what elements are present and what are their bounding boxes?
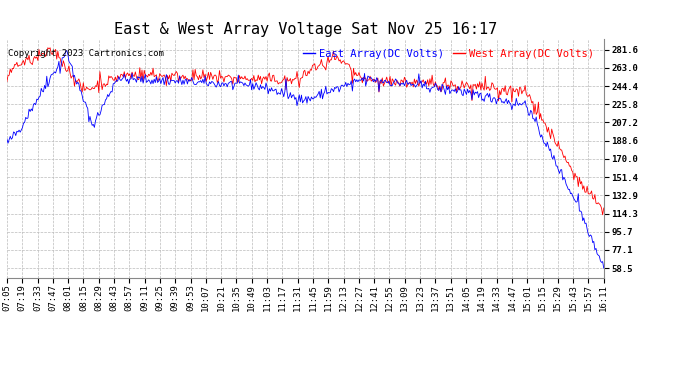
Legend: East Array(DC Volts), West Array(DC Volts): East Array(DC Volts), West Array(DC Volt… [299,45,598,63]
Text: Copyright 2023 Cartronics.com: Copyright 2023 Cartronics.com [8,49,164,58]
Title: East & West Array Voltage Sat Nov 25 16:17: East & West Array Voltage Sat Nov 25 16:… [114,22,497,37]
